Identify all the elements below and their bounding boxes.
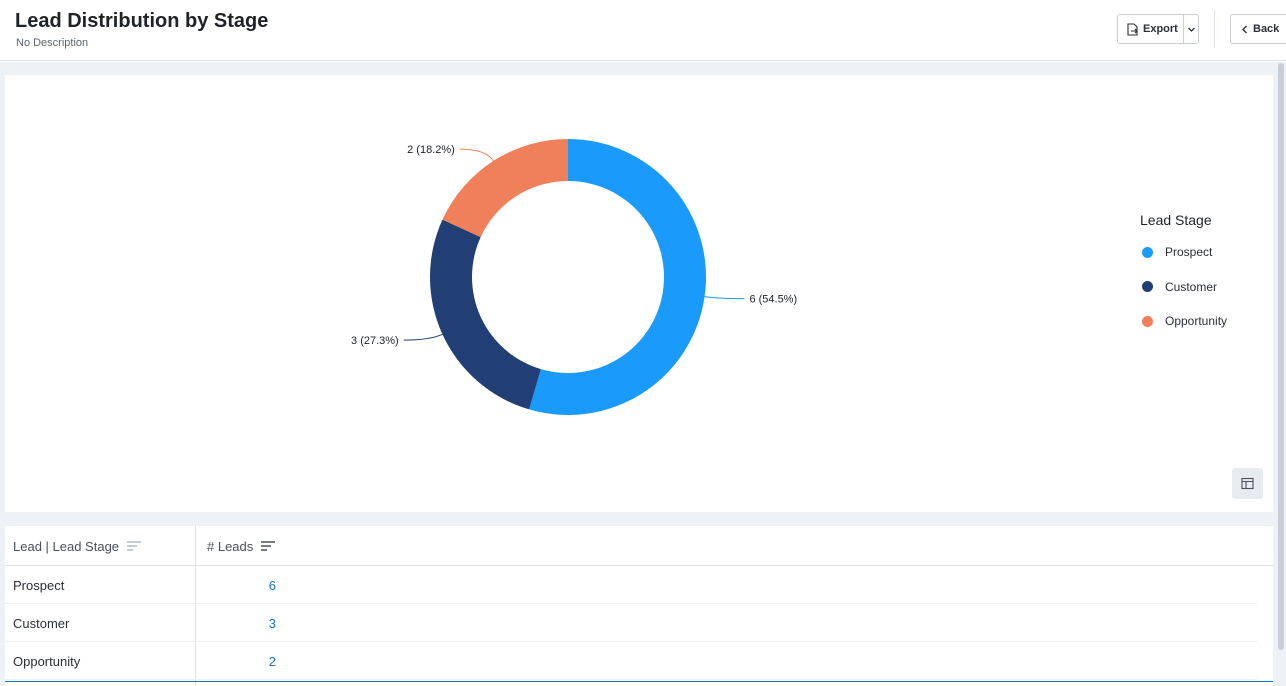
cell-leads-link[interactable]: 3 [268,615,276,631]
donut-slice-customer[interactable] [429,219,541,410]
cell-leads-link[interactable]: 2 [268,653,276,669]
sort-icon[interactable] [260,540,276,552]
chevron-down-icon [1187,27,1195,32]
page-description: No Description [16,37,89,49]
table-row[interactable]: Customer 3 [5,604,1257,642]
export-label: Export [1143,23,1178,35]
data-label: 2 (18.2%) [407,144,455,156]
table-header: Lead | Lead Stage # Leads [5,526,1273,566]
data-label: 3 (27.3%) [351,335,399,347]
data-label: 6 (54.5%) [749,294,797,306]
export-icon [1127,22,1138,36]
legend-item-customer[interactable]: Customer [1140,277,1227,297]
page-title: Lead Distribution by Stage [15,10,269,32]
cell-lead-stage: Opportunity [13,653,81,669]
table-row[interactable]: Opportunity 2 [5,642,1257,680]
legend-label: Prospect [1165,245,1213,259]
donut-slice-opportunity[interactable] [442,139,568,238]
legend-item-prospect[interactable]: Prospect [1140,242,1227,262]
header-divider [1214,10,1215,48]
export-dropdown-button[interactable] [1184,15,1198,43]
cell-lead-stage: Prospect [13,577,65,593]
column-header-label: Lead | Lead Stage [13,538,120,554]
column-header-leads[interactable]: # Leads [207,526,276,566]
column-divider [195,526,196,686]
legend-item-opportunity[interactable]: Opportunity [1140,311,1227,331]
data-label-leader-line [459,148,494,162]
report-content: 6 (54.5%) 3 (27.3%) 2 (18.2%) Lead Stage P… [0,62,1286,686]
table-view-button[interactable] [1232,468,1263,499]
legend-swatch [1142,315,1153,327]
export-button[interactable]: Export [1118,15,1184,43]
column-header-lead-stage[interactable]: Lead | Lead Stage [13,526,142,566]
legend-title: Lead Stage [1140,212,1212,228]
table-bottom-border [5,681,1273,682]
sort-icon[interactable] [126,540,142,552]
column-header-label: # Leads [207,538,254,554]
table-icon [1241,477,1254,490]
data-label-leader-line [403,333,443,341]
legend-swatch [1142,281,1153,292]
page-header: Lead Distribution by Stage No Descriptio… [0,0,1286,61]
chart-panel: 6 (54.5%) 3 (27.3%) 2 (18.2%) Lead Stage P… [5,75,1273,512]
chart-legend: Lead Stage Prospect Customer Opportunity [1140,212,1227,346]
vertical-scrollbar[interactable] [1278,63,1284,650]
legend-label: Opportunity [1165,314,1228,328]
back-button[interactable]: Back [1230,14,1286,44]
back-label: Back [1253,23,1280,35]
data-label-leader-line [704,296,745,300]
table-row[interactable]: Prospect 6 [5,566,1257,604]
cell-lead-stage: Customer [13,615,70,631]
legend-label: Customer [1165,279,1218,294]
cell-leads-link[interactable]: 6 [268,577,276,593]
legend-swatch [1142,246,1153,258]
data-table: Lead | Lead Stage # Leads Prospect 6 Cus… [5,526,1273,686]
donut-chart: 6 (54.5%) 3 (27.3%) 2 (18.2%) [351,139,797,415]
donut-slice-prospect[interactable] [529,139,706,415]
chevron-left-icon [1242,25,1247,33]
export-button-group: Export [1117,14,1199,44]
